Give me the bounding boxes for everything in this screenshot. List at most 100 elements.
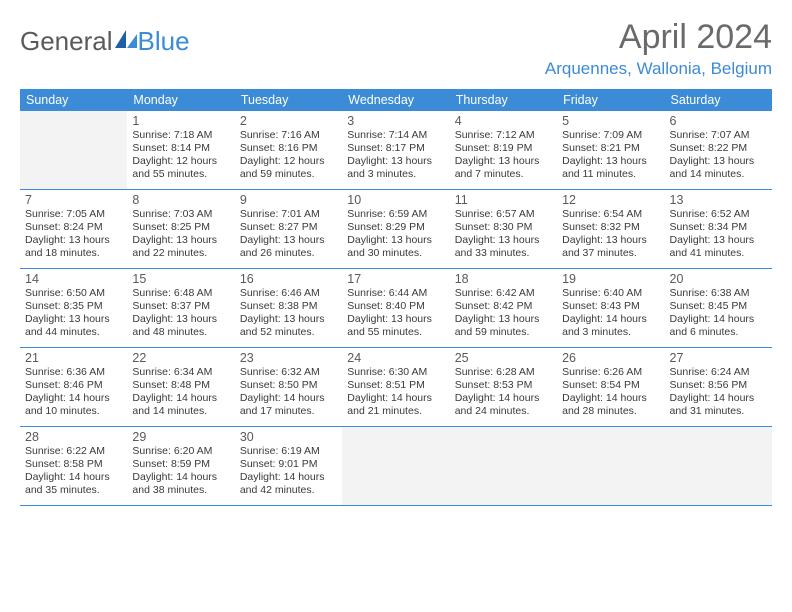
day-cell: 8Sunrise: 7:03 AMSunset: 8:25 PMDaylight… — [127, 190, 234, 268]
dl2-text: and 3 minutes. — [562, 326, 660, 339]
dl2-text: and 22 minutes. — [132, 247, 230, 260]
dl1-text: Daylight: 13 hours — [240, 313, 338, 326]
sunrise-text: Sunrise: 7:12 AM — [455, 129, 553, 142]
sunset-text: Sunset: 8:48 PM — [132, 379, 230, 392]
day-cell: 18Sunrise: 6:42 AMSunset: 8:42 PMDayligh… — [450, 269, 557, 347]
week-row: 7Sunrise: 7:05 AMSunset: 8:24 PMDaylight… — [20, 190, 772, 269]
sunrise-text: Sunrise: 6:50 AM — [25, 287, 123, 300]
sunrise-text: Sunrise: 7:07 AM — [670, 129, 768, 142]
day-number: 10 — [347, 193, 445, 207]
weekday-sat: Saturday — [665, 89, 772, 111]
weekday-thu: Thursday — [450, 89, 557, 111]
sunrise-text: Sunrise: 6:30 AM — [347, 366, 445, 379]
day-cell: 22Sunrise: 6:34 AMSunset: 8:48 PMDayligh… — [127, 348, 234, 426]
day-cell: 12Sunrise: 6:54 AMSunset: 8:32 PMDayligh… — [557, 190, 664, 268]
dl2-text: and 7 minutes. — [455, 168, 553, 181]
weekday-sun: Sunday — [20, 89, 127, 111]
dl1-text: Daylight: 13 hours — [455, 155, 553, 168]
dl2-text: and 14 minutes. — [670, 168, 768, 181]
sunset-text: Sunset: 8:45 PM — [670, 300, 768, 313]
dl1-text: Daylight: 12 hours — [132, 155, 230, 168]
sunset-text: Sunset: 8:38 PM — [240, 300, 338, 313]
sunset-text: Sunset: 8:17 PM — [347, 142, 445, 155]
sunrise-text: Sunrise: 6:19 AM — [240, 445, 338, 458]
week-row: 28Sunrise: 6:22 AMSunset: 8:58 PMDayligh… — [20, 427, 772, 506]
sunrise-text: Sunrise: 7:01 AM — [240, 208, 338, 221]
dl2-text: and 33 minutes. — [455, 247, 553, 260]
week-row: 14Sunrise: 6:50 AMSunset: 8:35 PMDayligh… — [20, 269, 772, 348]
day-number: 7 — [25, 193, 123, 207]
sunset-text: Sunset: 8:19 PM — [455, 142, 553, 155]
sunset-text: Sunset: 8:29 PM — [347, 221, 445, 234]
day-number: 3 — [347, 114, 445, 128]
sunrise-text: Sunrise: 7:14 AM — [347, 129, 445, 142]
dl2-text: and 42 minutes. — [240, 484, 338, 497]
dl2-text: and 35 minutes. — [25, 484, 123, 497]
sunrise-text: Sunrise: 7:05 AM — [25, 208, 123, 221]
sunset-text: Sunset: 8:14 PM — [132, 142, 230, 155]
dl1-text: Daylight: 13 hours — [132, 313, 230, 326]
title-block: April 2024 Arquennes, Wallonia, Belgium — [545, 18, 772, 79]
day-number: 28 — [25, 430, 123, 444]
sunrise-text: Sunrise: 6:34 AM — [132, 366, 230, 379]
sunset-text: Sunset: 8:40 PM — [347, 300, 445, 313]
dl2-text: and 55 minutes. — [347, 326, 445, 339]
dl1-text: Daylight: 13 hours — [240, 234, 338, 247]
day-cell: 17Sunrise: 6:44 AMSunset: 8:40 PMDayligh… — [342, 269, 449, 347]
day-number: 2 — [240, 114, 338, 128]
day-cell: 11Sunrise: 6:57 AMSunset: 8:30 PMDayligh… — [450, 190, 557, 268]
day-number: 17 — [347, 272, 445, 286]
sunset-text: Sunset: 8:35 PM — [25, 300, 123, 313]
dl1-text: Daylight: 13 hours — [347, 155, 445, 168]
dl2-text: and 26 minutes. — [240, 247, 338, 260]
sunset-text: Sunset: 8:43 PM — [562, 300, 660, 313]
day-number: 6 — [670, 114, 768, 128]
sunrise-text: Sunrise: 6:38 AM — [670, 287, 768, 300]
week-row: 21Sunrise: 6:36 AMSunset: 8:46 PMDayligh… — [20, 348, 772, 427]
dl1-text: Daylight: 14 hours — [670, 392, 768, 405]
weekday-wed: Wednesday — [342, 89, 449, 111]
day-number: 22 — [132, 351, 230, 365]
sunset-text: Sunset: 8:22 PM — [670, 142, 768, 155]
sunset-text: Sunset: 8:42 PM — [455, 300, 553, 313]
sunrise-text: Sunrise: 6:36 AM — [25, 366, 123, 379]
day-cell: 29Sunrise: 6:20 AMSunset: 8:59 PMDayligh… — [127, 427, 234, 505]
calendar: Sunday Monday Tuesday Wednesday Thursday… — [20, 89, 772, 506]
sunset-text: Sunset: 8:25 PM — [132, 221, 230, 234]
logo: General Blue — [20, 26, 190, 57]
day-cell: 15Sunrise: 6:48 AMSunset: 8:37 PMDayligh… — [127, 269, 234, 347]
day-cell: 28Sunrise: 6:22 AMSunset: 8:58 PMDayligh… — [20, 427, 127, 505]
day-number: 30 — [240, 430, 338, 444]
day-cell: 5Sunrise: 7:09 AMSunset: 8:21 PMDaylight… — [557, 111, 664, 189]
dl1-text: Daylight: 13 hours — [562, 155, 660, 168]
sunset-text: Sunset: 8:37 PM — [132, 300, 230, 313]
sunset-text: Sunset: 8:16 PM — [240, 142, 338, 155]
day-cell: 4Sunrise: 7:12 AMSunset: 8:19 PMDaylight… — [450, 111, 557, 189]
day-number: 20 — [670, 272, 768, 286]
dl1-text: Daylight: 14 hours — [132, 392, 230, 405]
day-number: 23 — [240, 351, 338, 365]
sunrise-text: Sunrise: 6:40 AM — [562, 287, 660, 300]
sunrise-text: Sunrise: 6:32 AM — [240, 366, 338, 379]
dl1-text: Daylight: 12 hours — [240, 155, 338, 168]
sunrise-text: Sunrise: 6:28 AM — [455, 366, 553, 379]
day-number: 8 — [132, 193, 230, 207]
dl1-text: Daylight: 13 hours — [25, 234, 123, 247]
day-cell: 7Sunrise: 7:05 AMSunset: 8:24 PMDaylight… — [20, 190, 127, 268]
day-number: 4 — [455, 114, 553, 128]
sunset-text: Sunset: 8:24 PM — [25, 221, 123, 234]
day-cell: 2Sunrise: 7:16 AMSunset: 8:16 PMDaylight… — [235, 111, 342, 189]
sunrise-text: Sunrise: 7:18 AM — [132, 129, 230, 142]
dl1-text: Daylight: 14 hours — [25, 392, 123, 405]
day-number: 12 — [562, 193, 660, 207]
day-number: 11 — [455, 193, 553, 207]
dl2-text: and 55 minutes. — [132, 168, 230, 181]
weekday-tue: Tuesday — [235, 89, 342, 111]
sunrise-text: Sunrise: 6:42 AM — [455, 287, 553, 300]
day-cell: 16Sunrise: 6:46 AMSunset: 8:38 PMDayligh… — [235, 269, 342, 347]
dl1-text: Daylight: 13 hours — [455, 313, 553, 326]
day-cell: 1Sunrise: 7:18 AMSunset: 8:14 PMDaylight… — [127, 111, 234, 189]
sunrise-text: Sunrise: 6:59 AM — [347, 208, 445, 221]
dl1-text: Daylight: 13 hours — [562, 234, 660, 247]
dl2-text: and 21 minutes. — [347, 405, 445, 418]
